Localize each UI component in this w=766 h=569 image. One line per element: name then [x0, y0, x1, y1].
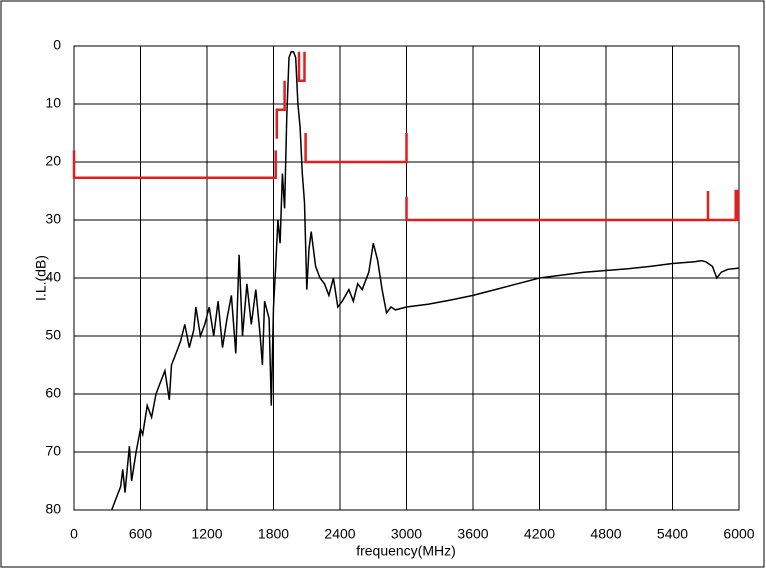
x-tick-label: 0 — [70, 526, 78, 542]
x-tick-label: 3000 — [391, 526, 422, 542]
y-tick-label: 0 — [53, 37, 61, 53]
series-line — [110, 51, 740, 511]
y-tick-label: 80 — [45, 501, 61, 517]
y-tick-label: 70 — [45, 443, 61, 459]
x-tick-label: 4200 — [524, 526, 555, 542]
series-line — [72, 51, 740, 222]
x-tick-label: 1800 — [258, 526, 289, 542]
x-tick-label: 4800 — [590, 526, 621, 542]
x-axis-label: frequency(MHz) — [356, 543, 456, 559]
y-tick-label: 60 — [45, 385, 61, 401]
y-tick-label: 10 — [45, 95, 61, 111]
x-tick-label: 6000 — [723, 526, 754, 542]
y-tick-label: 20 — [45, 153, 61, 169]
y-tick-label: 50 — [45, 327, 61, 343]
x-tick-label: 2400 — [324, 526, 355, 542]
x-tick-label: 3600 — [457, 526, 488, 542]
y-axis-label: I.L.(dB) — [33, 255, 49, 301]
x-tick-label: 1200 — [191, 526, 222, 542]
x-tick-label: 600 — [129, 526, 153, 542]
x-tick-label: 5400 — [657, 526, 688, 542]
y-tick-label: 30 — [45, 211, 61, 227]
y-tick-label: 40 — [45, 269, 61, 285]
